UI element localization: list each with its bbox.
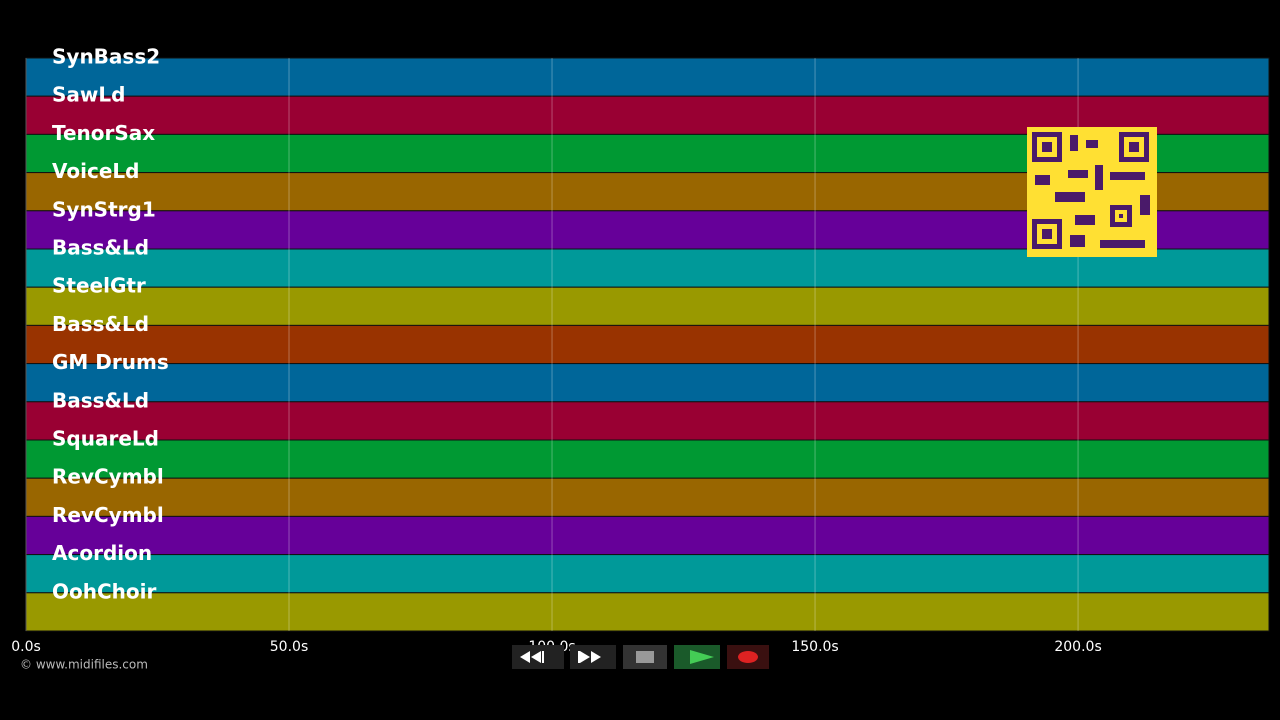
track-lane bbox=[25, 57, 1270, 97]
forward-button[interactable] bbox=[570, 645, 616, 669]
x-tick-label: 50.0s bbox=[270, 639, 308, 655]
track-name: OohChoir bbox=[52, 579, 156, 603]
record-button[interactable] bbox=[727, 645, 769, 669]
track-lane bbox=[25, 363, 1270, 403]
transport bbox=[512, 645, 769, 669]
qr-code bbox=[1027, 127, 1157, 257]
track-name: Bass&Ld bbox=[52, 236, 149, 260]
track-name: SquareLd bbox=[52, 427, 159, 451]
track-name: SteelGtr bbox=[52, 274, 146, 298]
x-tick-label: 0.0s bbox=[11, 639, 41, 655]
rewind-button[interactable] bbox=[512, 645, 564, 669]
x-tick-label: 150.0s bbox=[791, 639, 838, 655]
track-name: Acordion bbox=[52, 541, 152, 565]
track-lane bbox=[25, 324, 1270, 365]
track-lane bbox=[25, 515, 1270, 556]
track-name: TenorSax bbox=[52, 121, 155, 145]
track-lane bbox=[25, 477, 1270, 517]
track-name: SynBass2 bbox=[52, 45, 160, 69]
track-name: GM Drums bbox=[52, 350, 169, 374]
track-name: SynStrg1 bbox=[52, 197, 156, 221]
track-lane bbox=[25, 554, 1270, 594]
track-name: RevCymbl bbox=[52, 465, 164, 489]
x-tick-label: 200.0s bbox=[1054, 639, 1101, 655]
play-button[interactable] bbox=[674, 645, 720, 669]
track-name: Bass&Ld bbox=[52, 312, 149, 336]
track-lane bbox=[25, 439, 1270, 479]
track-lane bbox=[25, 286, 1270, 326]
credit: © www.midifiles.com bbox=[20, 658, 148, 672]
track-name: Bass&Ld bbox=[52, 388, 149, 412]
track-name: RevCymbl bbox=[52, 503, 164, 527]
track-name: SawLd bbox=[52, 83, 125, 107]
stop-button[interactable] bbox=[623, 645, 667, 669]
track-lane bbox=[25, 592, 1270, 632]
track-name: VoiceLd bbox=[52, 159, 139, 183]
track-labels: SynBass2 SawLd TenorSax VoiceLd SynStrg1 Bass… bbox=[52, 45, 169, 604]
track-lane bbox=[25, 401, 1270, 441]
